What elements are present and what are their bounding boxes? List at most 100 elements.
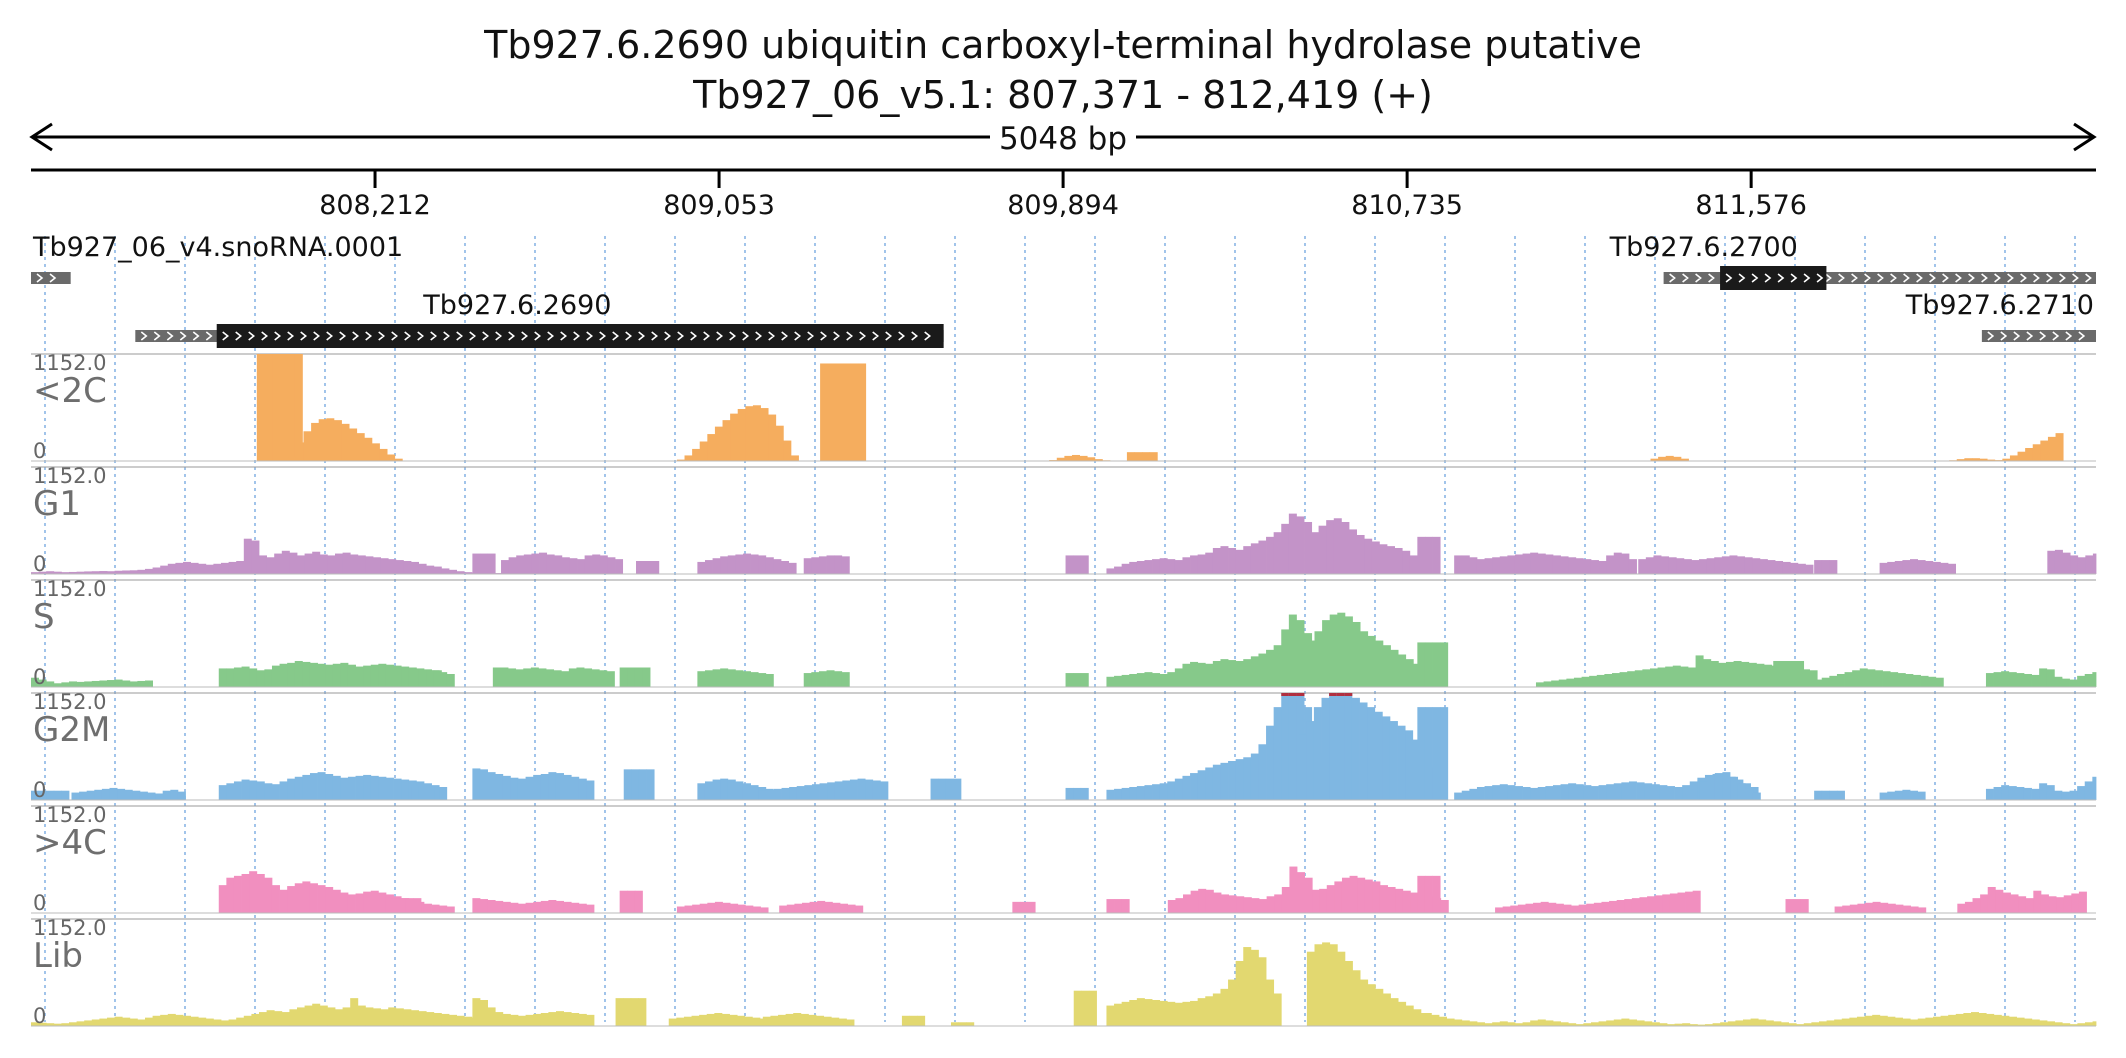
coverage-bar — [1980, 894, 1989, 913]
coverage-bar — [1405, 730, 1414, 800]
coverage-bar — [1387, 886, 1396, 913]
coverage-bar — [117, 788, 126, 800]
coverage-bar — [1621, 1018, 1630, 1026]
coverage-bar — [1826, 1020, 1835, 1026]
coverage-bar — [722, 420, 731, 461]
coverage-track: 1152.0<2C 0 — [31, 351, 2096, 463]
coverage-bar — [546, 669, 555, 687]
coverage-bar — [228, 1019, 237, 1026]
coverage-bar — [546, 554, 555, 574]
coverage-bar — [449, 569, 457, 574]
coverage-bar — [1432, 536, 1441, 574]
coverage-bar — [1129, 999, 1138, 1026]
coverage-bar — [378, 776, 387, 800]
coverage-bar — [1065, 555, 1074, 574]
coverage-bar — [1372, 881, 1381, 913]
coverage-bar — [1129, 561, 1138, 574]
coverage-bar — [554, 555, 563, 574]
coverage-bar — [591, 669, 600, 687]
coverage-bar — [363, 891, 372, 913]
coverage-bar — [221, 1020, 229, 1026]
coverage-bar — [1136, 560, 1145, 574]
coverage-bar — [2040, 440, 2049, 461]
coverage-bar — [683, 1016, 692, 1026]
coverage-bar — [405, 898, 414, 913]
coverage-bar — [347, 894, 356, 913]
coverage-bar — [1537, 553, 1546, 574]
coverage-bar — [1114, 899, 1123, 913]
coverage-bar — [327, 1007, 336, 1026]
coverage-bar — [1659, 785, 1668, 800]
coverage-bar — [627, 890, 636, 913]
coverage-bar — [1796, 660, 1805, 687]
coverage-bar — [418, 1011, 427, 1026]
coverage-bar — [1073, 990, 1082, 1026]
coverage-bar — [1834, 1019, 1843, 1026]
coverage-bar — [236, 1017, 245, 1026]
coverage-bar — [1288, 614, 1297, 687]
coverage-bar — [636, 560, 645, 574]
tick-label: 809,894 — [1007, 190, 1119, 221]
coverage-bar — [226, 877, 235, 913]
coverage-bar — [2054, 549, 2063, 574]
coverage-bar — [720, 556, 729, 574]
coverage-bar — [1250, 656, 1259, 687]
coverage-bar — [1882, 671, 1891, 687]
coverage-bar — [1134, 452, 1143, 461]
coverage-bar — [1613, 783, 1622, 800]
coverage-bar — [2046, 785, 2055, 800]
coverage-bar — [1144, 672, 1153, 687]
coverage-bar — [1674, 786, 1683, 800]
coverage-bar — [880, 781, 889, 800]
coverage-bar — [1552, 555, 1561, 574]
ruler-ticks: 808,212 809,053 809,894 810,735 811,576 — [319, 170, 1807, 221]
coverage-bar — [1902, 789, 1911, 800]
coverage-bar — [1558, 679, 1567, 687]
coverage-bar — [379, 448, 388, 461]
ruler: 808,212 809,053 809,894 810,735 811,576 — [31, 168, 2096, 221]
coverage-bar — [539, 552, 548, 574]
coverage-bar — [1205, 663, 1214, 687]
coverage-bar — [1849, 904, 1858, 913]
coverage-bar — [1228, 660, 1237, 687]
coverage-bar — [1985, 788, 1994, 800]
coverage-bar — [1978, 1012, 1987, 1026]
coverage-bar — [1987, 459, 1996, 461]
coverage-bar — [1438, 1016, 1447, 1026]
coverage-bar — [190, 1016, 199, 1026]
coverage-bar — [233, 875, 242, 913]
coverage-bar — [1613, 1019, 1622, 1026]
coverage-bars — [31, 513, 2097, 574]
coverage-bar — [388, 1007, 397, 1026]
coverage-bar — [1589, 675, 1598, 687]
coverage-bar — [794, 903, 803, 913]
coverage-bar — [137, 680, 146, 687]
coverage-bar — [1080, 787, 1089, 800]
coverage-bar — [714, 1012, 723, 1026]
coverage-bar — [378, 663, 387, 687]
coverage-bar — [1390, 649, 1399, 687]
coverage-bar — [233, 667, 242, 687]
coverage-bar — [1371, 541, 1380, 574]
coverage-bar — [271, 885, 280, 913]
coverage-bar — [1849, 1017, 1858, 1026]
coverage-bar — [363, 774, 372, 800]
coverage-bar — [472, 898, 481, 913]
coverage-bar — [456, 571, 465, 574]
coverage-bar — [1174, 778, 1183, 800]
coverage-bar — [1220, 546, 1229, 574]
coverage-bar — [380, 558, 389, 574]
coverage-bar — [340, 892, 349, 913]
coverage-bar — [294, 776, 303, 800]
coverage-bar — [697, 671, 706, 687]
coverage-bar — [1619, 672, 1628, 687]
coverage-bar — [1800, 899, 1809, 913]
coverage-bar — [342, 552, 351, 574]
coverage-bar — [1212, 764, 1221, 800]
coverage-bar — [712, 558, 721, 574]
coverage-bar — [1183, 894, 1192, 913]
coverage-bar — [1454, 1019, 1463, 1026]
coverage-bar — [289, 1009, 298, 1026]
coverage-bar — [152, 567, 161, 574]
